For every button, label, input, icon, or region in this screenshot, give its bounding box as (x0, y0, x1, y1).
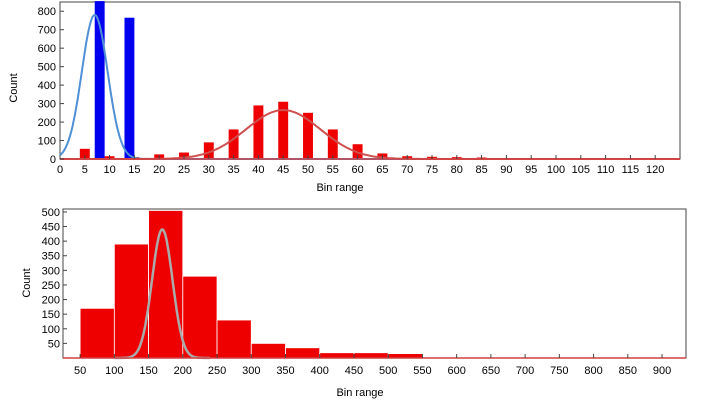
y-axis-label-bottom: Count (21, 268, 33, 297)
bar-top-s0-0 (79, 148, 90, 159)
x-tick-label-top: 50 (302, 164, 314, 176)
x-tick-label-bottom: 350 (276, 365, 294, 377)
x-tick-label-top: 80 (451, 164, 463, 176)
y-tick-label-bottom: 500 (42, 207, 60, 219)
y-tick-label-top: 500 (38, 62, 56, 74)
bar-top-s0-9 (303, 112, 313, 159)
x-tick-label-bottom: 150 (139, 365, 157, 377)
x-tick-label-bottom: 400 (311, 365, 329, 377)
x-tick-label-top: 45 (277, 164, 289, 176)
x-axis-label-top: Bin range (316, 182, 363, 194)
x-tick-label-bottom: 550 (413, 365, 431, 377)
bar-top-s0-8 (278, 101, 289, 159)
x-tick-label-bottom: 300 (242, 365, 260, 377)
y-tick-label-bottom: 400 (42, 236, 60, 248)
bar-bottom-s0-6 (285, 347, 321, 359)
y-tick-label-top: 800 (38, 6, 56, 18)
x-tick-label-top: 75 (426, 164, 438, 176)
bar-bottom-s0-0 (79, 307, 115, 359)
x-tick-label-bottom: 50 (74, 365, 86, 377)
bar-bottom-s0-3 (182, 275, 218, 359)
bar-top-s0-10 (327, 129, 338, 159)
x-tick-label-top: 70 (401, 164, 413, 176)
histogram-chart-top: 0 5 10 15 20 25 30 35 40 45 50 55 60 65 70 75 80 85 90 95 10… (8, 1, 681, 194)
bar-bottom-s0-7 (319, 352, 355, 359)
y-tick-label-bottom: 150 (42, 309, 60, 321)
bar-top-s0-6 (228, 129, 239, 159)
x-tick-label-bottom: 500 (379, 365, 397, 377)
y-tick-label-top: 100 (38, 136, 56, 148)
x-tick-label-top: 65 (376, 164, 388, 176)
x-tick-label-top: 90 (500, 164, 512, 176)
x-tick-label-bottom: 900 (653, 365, 671, 377)
x-axis-label-bottom: Bin range (336, 387, 383, 399)
y-tick-label-bottom: 300 (42, 265, 60, 277)
x-tick-label-top: 0 (57, 164, 63, 176)
histogram-chart-bottom: 50 100 150 200 250 300 350 400 450 500 550 600 650 70… (21, 207, 687, 399)
x-tick-label-top: 100 (547, 164, 565, 176)
x-tick-label-top: 5 (82, 164, 88, 176)
bar-bottom-s0-5 (250, 342, 286, 359)
x-tick-label-top: 95 (525, 164, 537, 176)
x-tick-label-bottom: 450 (345, 365, 363, 377)
x-tick-label-bottom: 850 (619, 365, 637, 377)
x-tick-label-bottom: 200 (174, 365, 192, 377)
x-tick-label-bottom: 750 (550, 365, 568, 377)
y-tick-label-top: 400 (38, 80, 56, 92)
x-tick-label-top: 85 (475, 164, 487, 176)
fit-curve-bottom-0 (114, 228, 211, 360)
x-tick-label-top: 60 (351, 164, 363, 176)
bar-top-s0-5 (203, 142, 214, 159)
bar-bottom-s0-1 (113, 243, 149, 359)
x-tick-label-top: 40 (252, 164, 264, 176)
bar-top-s1-0 (94, 1, 105, 159)
plot-area-top (59, 1, 681, 160)
bar-bottom-s0-4 (216, 319, 252, 359)
bar-top-s1-1 (124, 17, 135, 160)
x-tick-label-top: 30 (203, 164, 215, 176)
y-tick-label-top: 0 (50, 154, 56, 166)
y-tick-label-bottom: 200 (42, 295, 60, 307)
x-tick-label-top: 55 (327, 164, 339, 176)
x-tick-label-bottom: 600 (447, 365, 465, 377)
y-tick-label-bottom: 50 (48, 338, 60, 350)
bar-bottom-s0-8 (353, 352, 389, 359)
x-tick-label-top: 20 (153, 164, 165, 176)
x-tick-label-top: 115 (622, 164, 640, 176)
x-tick-label-bottom: 800 (584, 365, 602, 377)
y-tick-label-bottom: 350 (42, 251, 60, 263)
x-tick-label-top: 120 (646, 164, 664, 176)
y-tick-label-bottom: 450 (42, 222, 60, 234)
x-tick-label-top: 10 (103, 164, 115, 176)
x-tick-label-top: 25 (178, 164, 190, 176)
x-tick-label-bottom: 650 (482, 365, 500, 377)
x-tick-label-top: 110 (597, 164, 615, 176)
y-tick-label-top: 600 (38, 43, 56, 55)
y-tick-label-top: 700 (38, 25, 56, 37)
x-tick-label-bottom: 250 (208, 365, 226, 377)
y-tick-label-bottom: 250 (42, 280, 60, 292)
bar-top-s0-7 (253, 105, 264, 159)
x-tick-label-bottom: 100 (105, 365, 123, 377)
y-axis-label-top: Count (8, 73, 20, 102)
x-tick-label-top: 35 (227, 164, 239, 176)
y-tick-label-top: 200 (38, 117, 56, 129)
x-tick-label-bottom: 700 (516, 365, 534, 377)
x-tick-label-top: 105 (572, 164, 590, 176)
y-tick-label-top: 300 (38, 99, 56, 111)
y-tick-label-bottom: 100 (42, 324, 60, 336)
x-tick-label-top: 15 (128, 164, 140, 176)
